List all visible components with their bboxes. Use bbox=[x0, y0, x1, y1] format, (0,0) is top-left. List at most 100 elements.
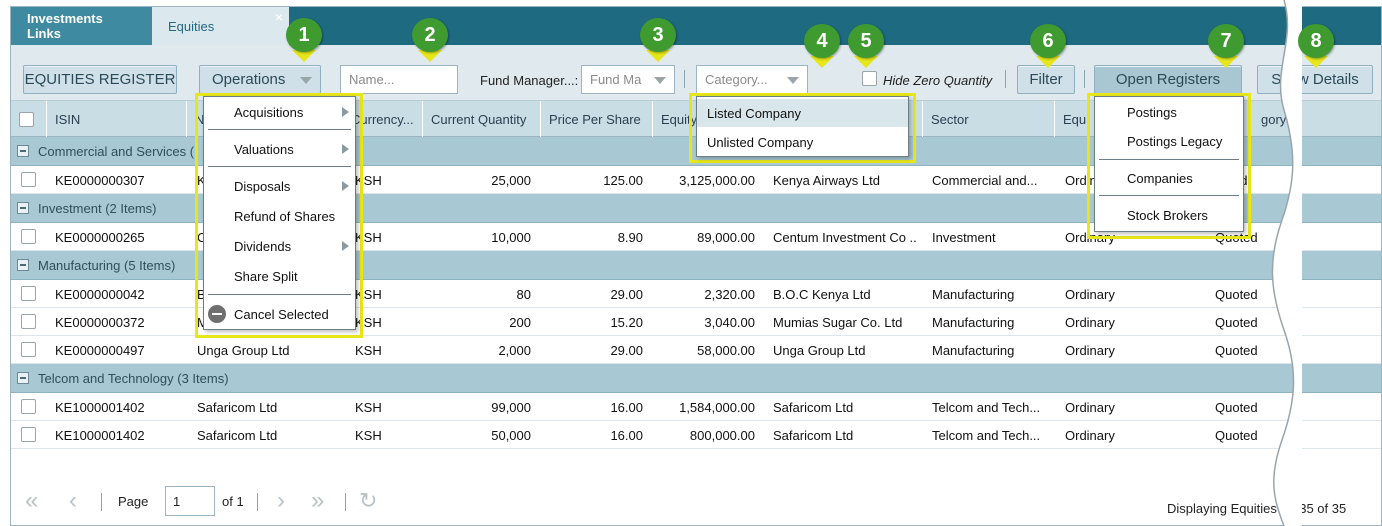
fund-manager-select[interactable]: Fund Ma bbox=[581, 65, 675, 94]
cell-category: Quoted bbox=[1215, 399, 1258, 415]
col-company[interactable] bbox=[765, 101, 923, 137]
cell-category: Quoted bbox=[1215, 314, 1258, 330]
menu-acquisitions[interactable]: Acquisitions bbox=[204, 101, 355, 123]
next-page-icon[interactable]: › bbox=[277, 487, 285, 514]
menu-divider bbox=[208, 294, 351, 295]
name-search-input[interactable]: Name... bbox=[340, 65, 458, 94]
close-icon[interactable]: × bbox=[274, 9, 283, 25]
cell-currency: KSH bbox=[355, 399, 382, 415]
cell-isin: KE1000001402 bbox=[55, 399, 145, 415]
cell-isin: KE1000001402 bbox=[55, 427, 145, 443]
table-row[interactable]: KE0000000497 Unga Group Ltd KSH 2,000 29.00 5… bbox=[11, 336, 1381, 364]
registers-highlight bbox=[1087, 93, 1251, 239]
tab-investments-links-label: Investments Links bbox=[27, 11, 103, 41]
cell-company: Unga Group Ltd bbox=[773, 342, 866, 358]
category-placeholder: Category... bbox=[705, 72, 768, 87]
row-checkbox[interactable] bbox=[21, 427, 36, 442]
menu-refund-label: Refund of Shares bbox=[234, 208, 336, 224]
cell-price: 8.90 bbox=[617, 229, 643, 245]
row-checkbox[interactable] bbox=[21, 172, 36, 187]
cell-sector: Telcom and Tech... bbox=[932, 427, 1041, 443]
col-currency[interactable]: Currency... bbox=[343, 101, 423, 137]
group-label: Telcom and Technology (3 Items) bbox=[38, 370, 229, 386]
col-price[interactable]: Price Per Share bbox=[541, 101, 653, 137]
row-checkbox[interactable] bbox=[21, 229, 36, 244]
menu-dividends[interactable]: Dividends bbox=[204, 235, 355, 257]
category-highlight bbox=[689, 93, 916, 163]
cell-value: 3,125,000.00 bbox=[679, 172, 755, 188]
row-checkbox[interactable] bbox=[21, 314, 36, 329]
collapse-icon[interactable] bbox=[17, 259, 29, 271]
cell-sector: Manufacturing bbox=[932, 314, 1015, 330]
torn-edge bbox=[1271, 0, 1302, 526]
col-quantity[interactable]: Current Quantity bbox=[423, 101, 541, 137]
menu-cancel-selected[interactable]: Cancel Selected bbox=[204, 303, 355, 325]
menu-divider bbox=[1099, 159, 1239, 160]
menu-share-split[interactable]: Share Split bbox=[204, 265, 355, 287]
cell-name: K bbox=[197, 172, 206, 188]
row-checkbox[interactable] bbox=[21, 342, 36, 357]
table-row[interactable]: KE1000001402 Safaricom Ltd KSH 99,000 16.00 1… bbox=[11, 393, 1381, 421]
collapse-icon[interactable] bbox=[17, 372, 29, 384]
equities-window: Investments Links Equities × EQUITIES RE… bbox=[10, 6, 1382, 526]
cell-price: 29.00 bbox=[610, 342, 643, 358]
table-row[interactable]: KE1000001402 Safaricom Ltd KSH 50,000 16.00 8… bbox=[11, 421, 1381, 449]
open-registers-button[interactable]: Open Registers bbox=[1094, 65, 1242, 94]
operations-menu: Acquisitions Valuations Disposals Refund… bbox=[203, 96, 356, 330]
register-postings-label: Postings bbox=[1127, 104, 1177, 120]
tab-investments-links[interactable]: Investments Links bbox=[11, 7, 152, 45]
first-page-icon[interactable]: « bbox=[25, 487, 39, 514]
cell-isin: KE0000000307 bbox=[55, 172, 145, 188]
prev-page-icon[interactable]: ‹ bbox=[69, 487, 77, 514]
cell-currency: KSH bbox=[355, 286, 382, 302]
register-stock-brokers[interactable]: Stock Brokers bbox=[1095, 202, 1243, 228]
cell-isin: KE0000000042 bbox=[55, 286, 145, 302]
row-checkbox[interactable] bbox=[21, 399, 36, 414]
chevron-right-icon bbox=[342, 241, 349, 251]
page-input[interactable]: 1 bbox=[165, 486, 215, 516]
cell-value: 2,320.00 bbox=[704, 286, 755, 302]
chevron-right-icon bbox=[342, 181, 349, 191]
collapse-icon[interactable] bbox=[17, 202, 29, 214]
register-companies[interactable]: Companies bbox=[1095, 165, 1243, 191]
hide-zero-checkbox[interactable] bbox=[862, 71, 877, 86]
category-select[interactable]: Category... bbox=[696, 65, 808, 94]
tab-equities-label: Equities bbox=[168, 18, 215, 34]
col-isin[interactable]: ISIN bbox=[47, 101, 187, 137]
register-postings-legacy[interactable]: Postings Legacy bbox=[1095, 128, 1243, 154]
menu-valuations[interactable]: Valuations bbox=[204, 138, 355, 160]
cell-name: Safaricom Ltd bbox=[197, 427, 278, 443]
operations-button[interactable]: Operations bbox=[199, 65, 321, 94]
menu-divider bbox=[208, 166, 351, 167]
operations-label: Operations bbox=[212, 71, 286, 88]
menu-refund-of-shares[interactable]: Refund of Shares bbox=[204, 205, 355, 227]
tab-equities[interactable]: Equities × bbox=[152, 7, 289, 45]
category-option-unlisted[interactable]: Unlisted Company bbox=[697, 128, 908, 156]
cell-quantity: 99,000 bbox=[491, 399, 531, 415]
collapse-icon[interactable] bbox=[17, 145, 29, 157]
divider bbox=[345, 493, 346, 511]
filter-button[interactable]: Filter bbox=[1017, 65, 1075, 94]
col-sector[interactable]: Sector bbox=[923, 101, 1055, 137]
menu-disposals[interactable]: Disposals bbox=[204, 175, 355, 197]
select-all-checkbox[interactable] bbox=[19, 111, 34, 127]
cell-category: Quoted bbox=[1215, 342, 1258, 358]
cell-company: Safaricom Ltd bbox=[773, 427, 854, 443]
cell-category: Quoted bbox=[1215, 286, 1258, 302]
category-option-listed[interactable]: Listed Company bbox=[697, 99, 908, 127]
last-page-icon[interactable]: » bbox=[311, 487, 325, 514]
hide-zero-label: Hide Zero Quantity bbox=[883, 73, 993, 88]
chevron-down-icon bbox=[787, 77, 799, 84]
col-category[interactable]: gory bbox=[1203, 101, 1381, 137]
group-header[interactable]: Telcom and Technology (3 Items) bbox=[11, 364, 1381, 393]
callout-badge: 8 bbox=[1298, 24, 1334, 58]
row-checkbox[interactable] bbox=[21, 286, 36, 301]
cell-company: Centum Investment Co .. bbox=[773, 229, 917, 245]
cell-quantity: 50,000 bbox=[491, 427, 531, 443]
refresh-icon[interactable]: ↻ bbox=[359, 488, 378, 513]
cell-equity-type: Ordinary bbox=[1065, 399, 1115, 415]
equities-register-button[interactable]: EQUITIES REGISTER bbox=[23, 65, 177, 94]
menu-dividends-label: Dividends bbox=[234, 238, 292, 254]
register-postings[interactable]: Postings bbox=[1095, 99, 1243, 125]
minus-circle-icon bbox=[208, 305, 226, 323]
